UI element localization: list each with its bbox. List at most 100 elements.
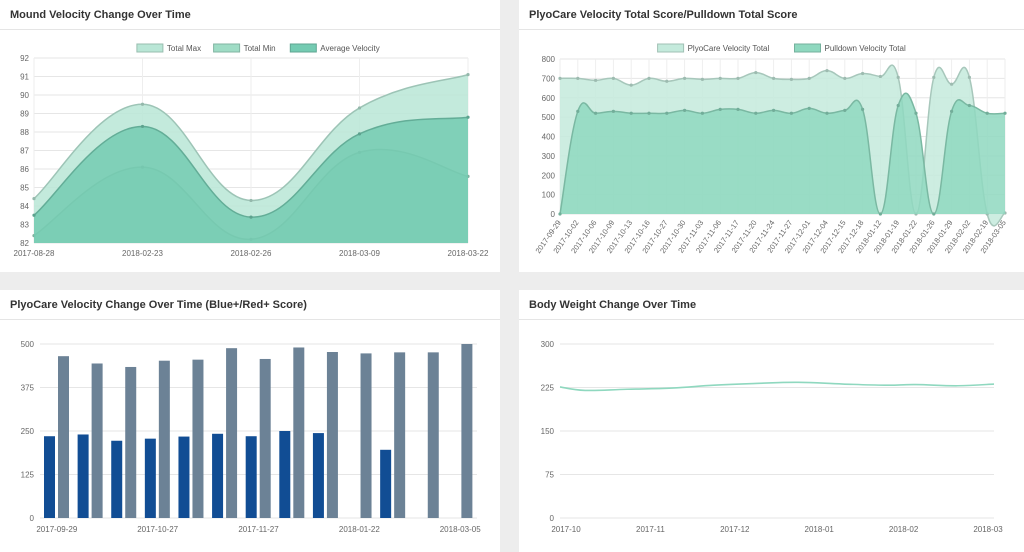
- y-tick-label: 700: [542, 74, 556, 83]
- data-point: [843, 108, 847, 112]
- data-point: [466, 73, 470, 77]
- x-tick-label: 2018-02-23: [122, 249, 163, 258]
- y-tick-label: 87: [20, 147, 29, 156]
- y-tick-label: 0: [551, 210, 556, 219]
- y-tick-label: 400: [542, 133, 556, 142]
- data-point: [985, 111, 989, 115]
- y-tick-label: 83: [20, 221, 29, 230]
- x-tick-label: 2018-03-09: [339, 249, 380, 258]
- data-point: [647, 111, 651, 115]
- y-tick-label: 225: [541, 384, 555, 393]
- x-tick-label: 2017-12: [720, 525, 750, 534]
- y-tick-label: 150: [541, 427, 555, 436]
- legend-swatch: [136, 43, 164, 53]
- y-tick-label: 88: [20, 128, 29, 137]
- x-tick-label: 2018-01: [805, 525, 835, 534]
- y-tick-label: 91: [20, 73, 29, 82]
- panel-divider: [519, 319, 1024, 320]
- series-area: [34, 117, 468, 243]
- legend-swatch: [213, 43, 241, 53]
- y-tick-label: 250: [21, 427, 35, 436]
- data-point: [807, 106, 811, 111]
- x-tick-label: 2018-03: [973, 525, 1003, 534]
- series-area: [560, 93, 1005, 215]
- data-point: [249, 198, 253, 203]
- data-point: [683, 76, 687, 80]
- data-point: [140, 102, 145, 106]
- data-point: [950, 82, 954, 86]
- y-tick-label: 89: [20, 110, 29, 119]
- mound-velocity-panel: Mound Velocity Change Over Time 82 83 84 85…: [0, 0, 500, 272]
- panel-divider: [519, 29, 1024, 30]
- data-point: [629, 83, 633, 87]
- data-point: [32, 197, 36, 201]
- data-point: [700, 111, 704, 115]
- red-plus-bar: [461, 344, 473, 518]
- data-point: [32, 213, 36, 217]
- legend-label: Average Velocity: [320, 44, 379, 53]
- red-plus-bar: [427, 352, 439, 518]
- blue-plus-bar: [312, 433, 324, 518]
- series-line: [559, 64, 1006, 227]
- blue-plus-bar: [144, 438, 156, 518]
- data-point: [140, 124, 145, 129]
- y-tick-label: 92: [20, 54, 29, 63]
- blue-plus-bar: [279, 431, 291, 518]
- blue-plus-bar: [44, 436, 55, 518]
- plyo-pulldown-panel: PlyoCare Velocity Total Score/Pulldown T…: [519, 0, 1024, 272]
- data-point: [558, 212, 562, 216]
- data-point: [466, 115, 470, 119]
- data-point: [772, 76, 776, 80]
- body-weight-line: [559, 381, 995, 392]
- data-point: [950, 109, 954, 113]
- y-tick-label: 90: [20, 91, 29, 100]
- data-point: [861, 107, 865, 111]
- data-point: [357, 132, 362, 136]
- legend-label: Total Min: [244, 44, 276, 53]
- data-point: [789, 111, 793, 115]
- y-tick-label: 84: [20, 202, 29, 211]
- y-tick-label: 500: [542, 113, 556, 122]
- data-point: [843, 76, 847, 80]
- data-point: [700, 77, 704, 81]
- data-point: [1003, 111, 1007, 115]
- data-point: [878, 212, 882, 216]
- data-point: [736, 76, 740, 80]
- body-weight-panel: Body Weight Change Over Time 0 75 150 225 30…: [519, 290, 1024, 552]
- panel-divider: [0, 29, 500, 30]
- y-tick-label: 800: [542, 55, 556, 64]
- x-tick-label: 2017-10-27: [137, 525, 178, 534]
- red-plus-bar: [394, 352, 406, 518]
- data-point: [896, 75, 900, 80]
- blue-plus-bar: [380, 449, 392, 518]
- x-tick-label: 2018-01-22: [339, 525, 380, 534]
- red-plus-bar: [226, 348, 238, 518]
- red-plus-bar: [326, 352, 338, 518]
- red-plus-bar: [58, 356, 69, 518]
- legend-label: Total Max: [167, 44, 201, 53]
- red-plus-bar: [259, 358, 271, 518]
- red-plus-bar: [360, 353, 372, 518]
- y-tick-label: 125: [21, 471, 35, 480]
- y-tick-label: 82: [20, 239, 29, 248]
- legend-swatch: [289, 43, 317, 53]
- data-point: [754, 111, 758, 115]
- panel-title: PlyoCare Velocity Total Score/Pulldown T…: [529, 9, 798, 21]
- data-point: [576, 109, 580, 113]
- data-point: [611, 109, 615, 113]
- plyo-change-panel: PlyoCare Velocity Change Over Time (Blue…: [0, 290, 500, 552]
- blue-plus-bar: [245, 436, 257, 518]
- data-point: [647, 76, 651, 80]
- data-point: [932, 75, 936, 80]
- data-point: [629, 111, 633, 115]
- y-tick-label: 375: [21, 384, 35, 393]
- panel-title: Mound Velocity Change Over Time: [10, 9, 191, 21]
- series-line: [33, 116, 469, 218]
- data-point: [825, 111, 829, 115]
- x-tick-label: 2018-03-05: [440, 525, 481, 534]
- red-plus-bar: [125, 366, 137, 518]
- data-point: [967, 75, 971, 80]
- x-tick-label: 2017-11: [636, 525, 665, 534]
- data-point: [754, 70, 758, 75]
- plyo-change-chart: 0 125 250 375 500 2017-09-29 2017-10-27 2017-11…: [21, 340, 482, 534]
